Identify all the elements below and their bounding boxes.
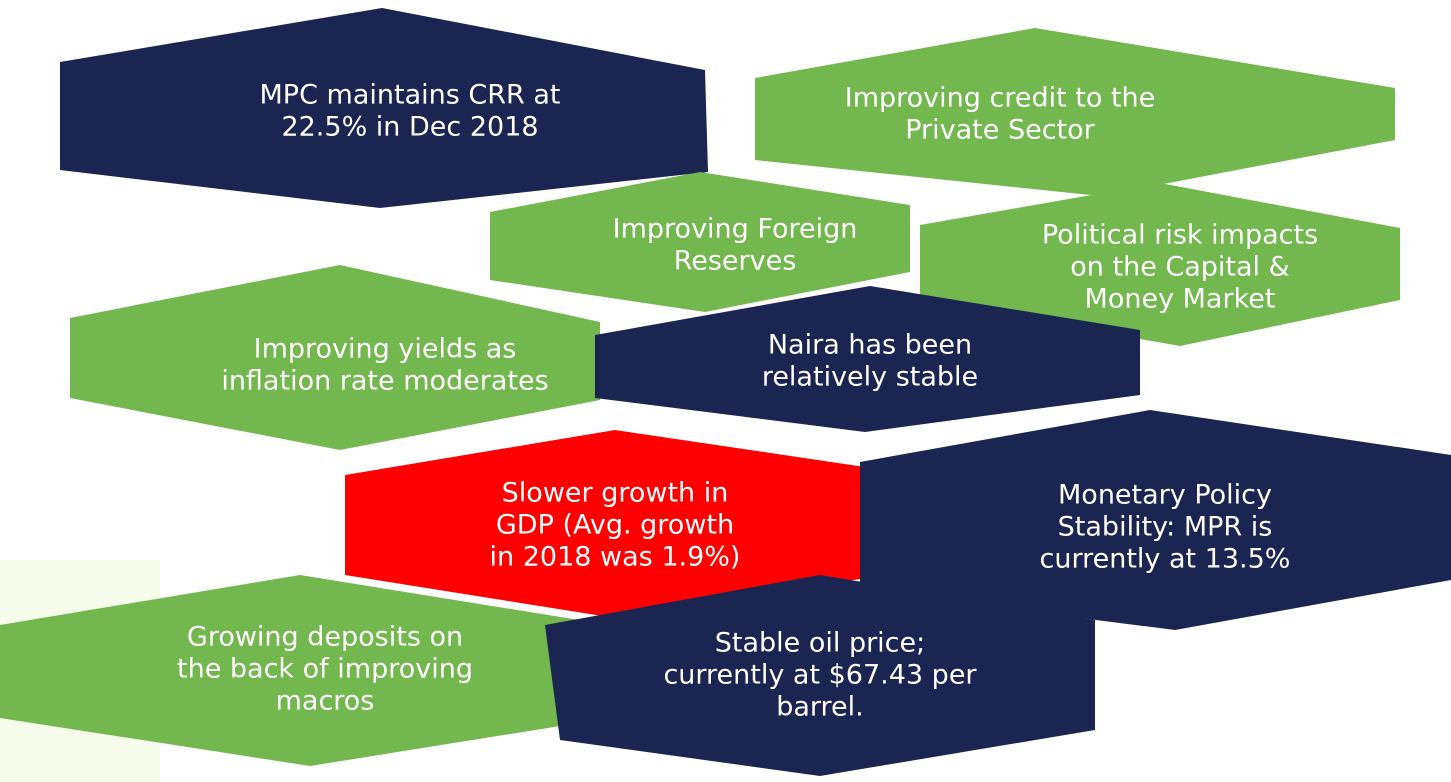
node-label: Improving yields as <box>254 334 517 365</box>
hexagon <box>0 575 610 766</box>
node-label: 22.5% in Dec 2018 <box>281 112 538 143</box>
node-label: Slower growth in <box>502 478 729 509</box>
node-label: relatively stable <box>762 362 978 393</box>
hexagon <box>755 28 1395 196</box>
node-label: on the Capital & <box>1070 252 1289 283</box>
node-label: the back of improving <box>177 654 473 685</box>
hexagon <box>920 183 1400 346</box>
node-label: GDP (Avg. growth <box>496 510 734 541</box>
node-label: barrel. <box>776 692 864 723</box>
hexagon <box>70 265 600 450</box>
node-label: Improving credit to the <box>845 83 1156 114</box>
node-label: Monetary Policy <box>1058 480 1272 511</box>
node-label: Growing deposits on <box>187 622 463 653</box>
node-label: Reserves <box>674 246 797 277</box>
node-label: in 2018 was 1.9%) <box>490 542 741 573</box>
hexagon <box>490 172 910 312</box>
node-label: currently at 13.5% <box>1040 544 1291 575</box>
node-label: Improving Foreign <box>613 214 858 245</box>
hexagon <box>345 430 885 618</box>
node-label: Stable oil price; <box>715 628 926 659</box>
node-label: currently at $67.43 per <box>663 660 977 691</box>
hexagon-node: Stable oil price;currently at $67.43 per… <box>545 575 1095 776</box>
node-label: Stability: MPR is <box>1058 512 1273 543</box>
node-label: Private Sector <box>905 115 1095 146</box>
hexagon <box>595 286 1140 432</box>
hexagon <box>545 575 1095 776</box>
node-label: Political risk impacts <box>1042 220 1318 251</box>
node-label: inflation rate moderates <box>221 366 548 397</box>
hexagon <box>860 410 1451 630</box>
node-label: Naira has been <box>768 330 972 361</box>
node-label: MPC maintains CRR at <box>260 80 561 111</box>
node-label: Money Market <box>1085 284 1276 315</box>
node-label: macros <box>276 686 375 717</box>
hexagon <box>60 8 708 208</box>
